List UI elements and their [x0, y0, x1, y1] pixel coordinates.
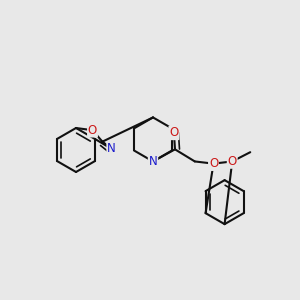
Text: O: O: [228, 155, 237, 168]
Text: O: O: [209, 157, 218, 170]
Text: N: N: [107, 142, 116, 155]
Text: O: O: [88, 124, 97, 137]
Text: O: O: [169, 126, 178, 139]
Text: N: N: [148, 155, 158, 168]
